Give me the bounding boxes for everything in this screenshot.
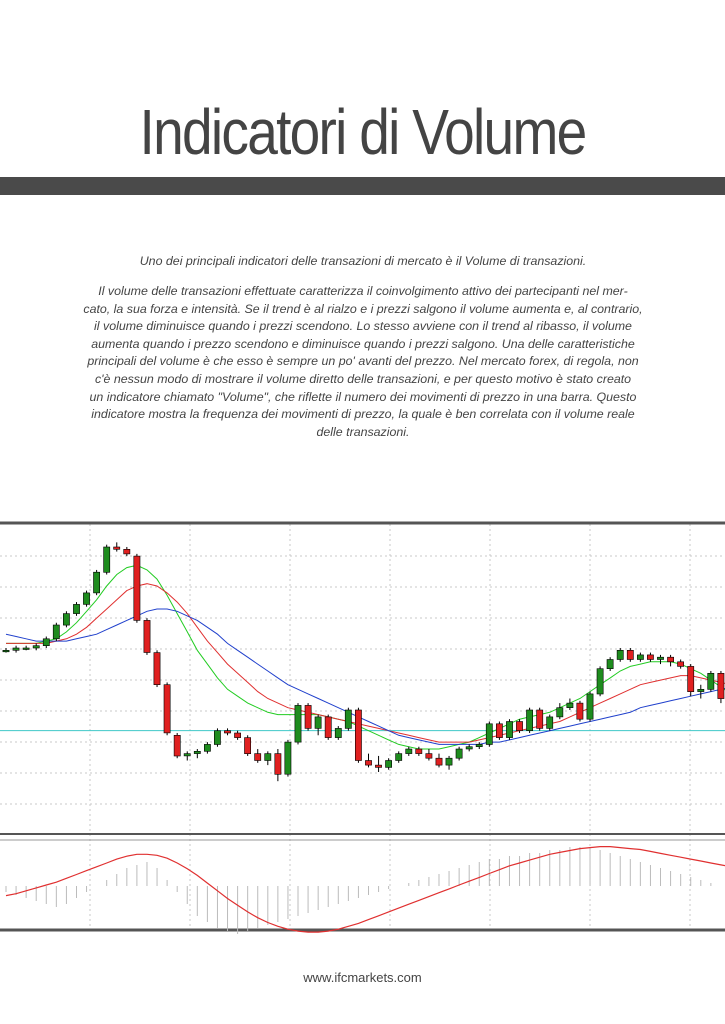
candle-bearish xyxy=(133,555,141,621)
candle-bullish xyxy=(697,689,705,692)
price-chart-svg xyxy=(0,521,725,934)
candle-bullish xyxy=(566,702,574,709)
candle-bearish xyxy=(425,753,433,759)
candle-bearish xyxy=(354,709,362,761)
candle-bullish xyxy=(73,604,80,614)
candle-bullish xyxy=(52,624,60,640)
moving-average-mid xyxy=(6,583,725,743)
intro-paragraph: Uno dei principali indicatori delle tran… xyxy=(139,254,587,268)
candle-bearish xyxy=(143,620,151,653)
candle-bearish xyxy=(576,702,584,720)
candle-bullish xyxy=(506,721,513,738)
body-line: un indicatore chiamato "Volume", che rif… xyxy=(89,389,637,404)
candle-bearish xyxy=(415,748,423,754)
candle-bearish xyxy=(123,548,131,555)
body-line: principali del volume è che esso è sempr… xyxy=(87,354,639,369)
body-line: il volume diminuisce quando i prezzi sce… xyxy=(94,319,632,334)
candle-bearish xyxy=(687,666,695,692)
candle-bullish xyxy=(193,751,201,754)
candle-bullish xyxy=(22,647,30,650)
candle-bearish xyxy=(153,652,161,686)
candle-bullish xyxy=(455,748,463,759)
candle-bullish xyxy=(12,647,20,651)
candle-bearish xyxy=(536,709,544,729)
page-title: Indicatori di Volume xyxy=(139,96,588,168)
candle-bearish xyxy=(224,730,231,734)
candle-bullish xyxy=(284,741,292,775)
candle-bullish xyxy=(657,656,664,660)
candle-bullish xyxy=(334,728,342,738)
candle-bullish xyxy=(596,668,604,695)
candle-bearish xyxy=(677,661,684,667)
footer-url: www.ifcmarkets.com xyxy=(303,970,422,985)
candle-bullish xyxy=(32,645,40,649)
candle-bearish xyxy=(626,650,634,660)
candle-bearish xyxy=(324,716,332,738)
candle-bullish xyxy=(636,654,644,660)
body-line: aumenta quando i prezzo scendono e dimin… xyxy=(91,336,635,351)
candle-bullish xyxy=(405,748,413,754)
candle-bullish xyxy=(2,650,10,653)
candle-bearish xyxy=(435,757,443,766)
candle-bullish xyxy=(556,707,564,718)
candle-bearish xyxy=(173,735,181,757)
candle-bullish xyxy=(707,673,715,690)
candle-bullish xyxy=(485,723,493,745)
candle-bullish xyxy=(526,709,533,732)
candle-bullish xyxy=(83,592,90,605)
candle-bullish xyxy=(214,730,221,745)
candle-bearish xyxy=(495,723,503,738)
candle-bearish xyxy=(113,546,121,550)
body-line: delle transazioni. xyxy=(316,424,410,439)
candle-bullish xyxy=(586,693,594,720)
candle-bearish xyxy=(375,764,382,768)
candle-bearish xyxy=(646,654,654,660)
body-paragraph: Il volume delle transazioni effettuate c… xyxy=(78,283,648,441)
candle-bearish xyxy=(516,721,523,731)
candle-bullish xyxy=(204,744,211,752)
candle-bearish xyxy=(365,760,372,766)
candle-bearish xyxy=(667,656,674,663)
indicator-signal-line xyxy=(5,846,725,933)
candle-bullish xyxy=(264,753,272,761)
candle-bullish xyxy=(294,705,302,743)
candle-bullish xyxy=(606,659,614,669)
candle-bullish xyxy=(385,760,392,768)
candle-bearish xyxy=(274,753,282,775)
candle-bullish xyxy=(42,638,50,647)
candle-bearish xyxy=(717,673,725,699)
body-line: indicatore mostra la frequenza dei movim… xyxy=(91,407,635,422)
candle-bullish xyxy=(314,716,322,729)
candle-bearish xyxy=(234,732,241,738)
candle-bearish xyxy=(254,753,262,761)
price-chart xyxy=(0,518,725,938)
candle-bullish xyxy=(93,571,100,594)
moving-average-slow xyxy=(5,608,725,745)
candle-bullish xyxy=(546,716,554,729)
candle-bullish xyxy=(475,744,483,747)
body-line: c'è nessun modo di mostrare il volume di… xyxy=(94,371,632,386)
candle-bullish xyxy=(344,709,352,729)
candle-bullish xyxy=(183,753,191,757)
candle-bullish xyxy=(103,546,111,573)
candle-bullish xyxy=(395,753,403,761)
candle-bullish xyxy=(445,757,453,766)
candle-bearish xyxy=(244,737,251,755)
candle-bearish xyxy=(304,705,312,729)
candle-bullish xyxy=(62,613,70,626)
moving-average-fast xyxy=(6,564,725,750)
title-underline-bar xyxy=(0,177,725,195)
body-line: cato, la sua forza e intensità. Se il tr… xyxy=(83,301,643,316)
candle-bearish xyxy=(163,684,171,734)
body-line: Il volume delle transazioni effettuate c… xyxy=(98,284,628,298)
candle-bullish xyxy=(616,650,624,660)
candle-bullish xyxy=(465,746,473,750)
